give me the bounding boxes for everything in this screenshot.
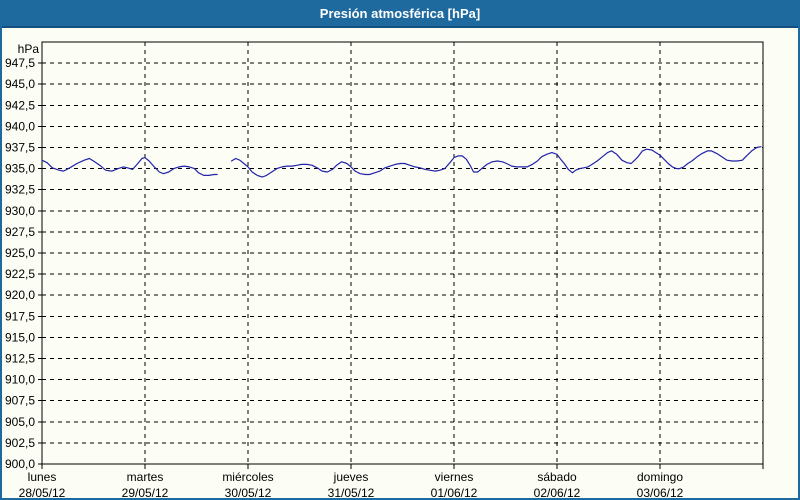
x-date-label: 01/06/12 [431, 486, 478, 500]
y-tick-label: 942,5 [5, 98, 35, 112]
y-tick-label: 922,5 [5, 267, 35, 281]
x-date-label: 03/06/12 [637, 486, 684, 500]
y-tick-label: 925,0 [5, 246, 35, 260]
y-tick-label: 915,0 [5, 330, 35, 344]
x-date-label: 30/05/12 [225, 486, 272, 500]
y-tick-label: 940,0 [5, 119, 35, 133]
pressure-series-line [230, 146, 762, 178]
y-tick-label: 910,0 [5, 373, 35, 387]
y-tick-label: 927,5 [5, 225, 35, 239]
y-tick-label: 935,0 [5, 162, 35, 176]
y-tick-label: 937,5 [5, 141, 35, 155]
y-tick-label: 907,5 [5, 394, 35, 408]
x-day-label: sábado [537, 470, 577, 484]
y-tick-label: 920,0 [5, 288, 35, 302]
x-day-label: viernes [435, 470, 474, 484]
y-tick-label: 900,0 [5, 457, 35, 471]
y-tick-label: 902,5 [5, 436, 35, 450]
window-title: Presión atmosférica [hPa] [319, 6, 481, 21]
y-tick-label: 947,5 [5, 56, 35, 70]
y-tick-label: 917,5 [5, 309, 35, 323]
y-tick-label: 945,0 [5, 77, 35, 91]
x-day-label: miércoles [222, 470, 273, 484]
x-day-label: domingo [637, 470, 683, 484]
x-date-label: 28/05/12 [19, 486, 66, 500]
y-tick-label: 912,5 [5, 352, 35, 366]
y-tick-label: 905,0 [5, 415, 35, 429]
pressure-series-line [41, 157, 218, 176]
x-day-label: jueves [333, 470, 369, 484]
y-axis-unit-label: hPa [18, 42, 40, 56]
x-day-label: martes [127, 470, 164, 484]
x-date-label: 31/05/12 [328, 486, 375, 500]
x-date-label: 29/05/12 [122, 486, 169, 500]
x-day-label: lunes [28, 470, 57, 484]
y-tick-label: 930,0 [5, 204, 35, 218]
y-tick-label: 932,5 [5, 183, 35, 197]
window-title-bar: Presión atmosférica [hPa] [2, 2, 798, 28]
x-date-label: 02/06/12 [534, 486, 581, 500]
